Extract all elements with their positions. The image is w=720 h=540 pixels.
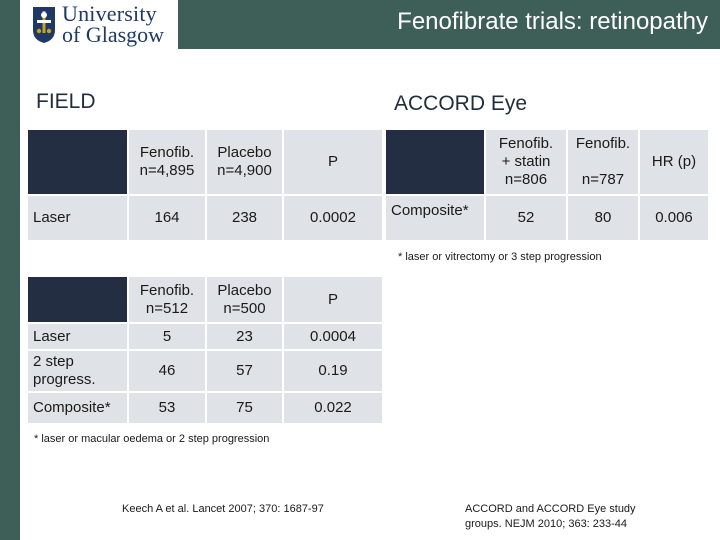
table-row: Laser 5 23 0.0004 — [28, 324, 382, 349]
logo-text-line1: University — [62, 1, 157, 26]
field-table-1: Fenofib. n=4,895 Placebo n=4,900 P Laser… — [26, 128, 384, 242]
table-cell: 23 — [207, 324, 282, 349]
column-header: Fenofib. n=512 — [129, 277, 205, 322]
column-header: Fenofib. n=4,895 — [129, 130, 205, 194]
table-header-row: Fenofib. + statin n=806 Fenofib. n=787 H… — [386, 130, 708, 194]
table-cell: 0.006 — [640, 196, 708, 240]
table-cell: 0.19 — [284, 351, 382, 391]
accord-table: Fenofib. + statin n=806 Fenofib. n=787 H… — [384, 128, 710, 242]
column-header: Fenofib. n=787 — [568, 130, 638, 194]
logo-text-line2: of Glasgow — [62, 22, 165, 47]
column-header: Placebo n=500 — [207, 277, 282, 322]
row-label: 2 step progress. — [28, 351, 127, 391]
accord-title: ACCORD Eye — [394, 92, 528, 115]
table-cell: 57 — [207, 351, 282, 391]
university-logo: University of Glasgow — [20, 0, 178, 49]
table-cell: 0.0004 — [284, 324, 382, 349]
header-band: Fenofibrate trials: retinopathy — [178, 0, 720, 49]
table-cell: 5 — [129, 324, 205, 349]
table-cell: 80 — [568, 196, 638, 240]
table-cell: 75 — [207, 393, 282, 423]
row-label: Laser — [28, 324, 127, 349]
table-cell: 52 — [486, 196, 566, 240]
slide-title: Fenofibrate trials: retinopathy — [397, 8, 708, 35]
table-row: Composite* 52 80 0.006 — [386, 196, 708, 240]
table-cell: 238 — [207, 196, 282, 240]
table-cell: 53 — [129, 393, 205, 423]
table-header-row: Fenofib. n=512 Placebo n=500 P — [28, 277, 382, 322]
header-corner — [28, 130, 127, 194]
table-cell: 164 — [129, 196, 205, 240]
field-reference: Keech A et al. Lancet 2007; 370: 1687-97 — [122, 503, 324, 515]
row-label: Composite* — [386, 196, 484, 240]
field-footnote: * laser or macular oedema or 2 step prog… — [34, 433, 270, 445]
field-title: FIELD — [36, 90, 96, 113]
row-label: Composite* — [28, 393, 127, 423]
row-label: Laser — [28, 196, 127, 240]
accord-footnote: * laser or vitrectomy or 3 step progress… — [398, 251, 602, 263]
table-row: Laser 164 238 0.0002 — [28, 196, 382, 240]
table-cell: 46 — [129, 351, 205, 391]
table-header-row: Fenofib. n=4,895 Placebo n=4,900 P — [28, 130, 382, 194]
crest-icon — [33, 7, 55, 43]
table-row: 2 step progress. 46 57 0.19 — [28, 351, 382, 391]
column-header: Placebo n=4,900 — [207, 130, 282, 194]
header-corner — [28, 277, 127, 322]
header-corner — [386, 130, 484, 194]
accord-reference: ACCORD and ACCORD Eye study groups. NEJM… — [465, 503, 636, 530]
column-header: Fenofib. + statin n=806 — [486, 130, 566, 194]
column-header: HR (p) — [640, 130, 708, 194]
table-cell: 0.0002 — [284, 196, 382, 240]
column-header: P — [284, 277, 382, 322]
table-row: Composite* 53 75 0.022 — [28, 393, 382, 423]
column-header: P — [284, 130, 382, 194]
left-accent-bar — [0, 0, 20, 540]
field-table-2: Fenofib. n=512 Placebo n=500 P Laser 5 2… — [26, 275, 384, 425]
table-cell: 0.022 — [284, 393, 382, 423]
